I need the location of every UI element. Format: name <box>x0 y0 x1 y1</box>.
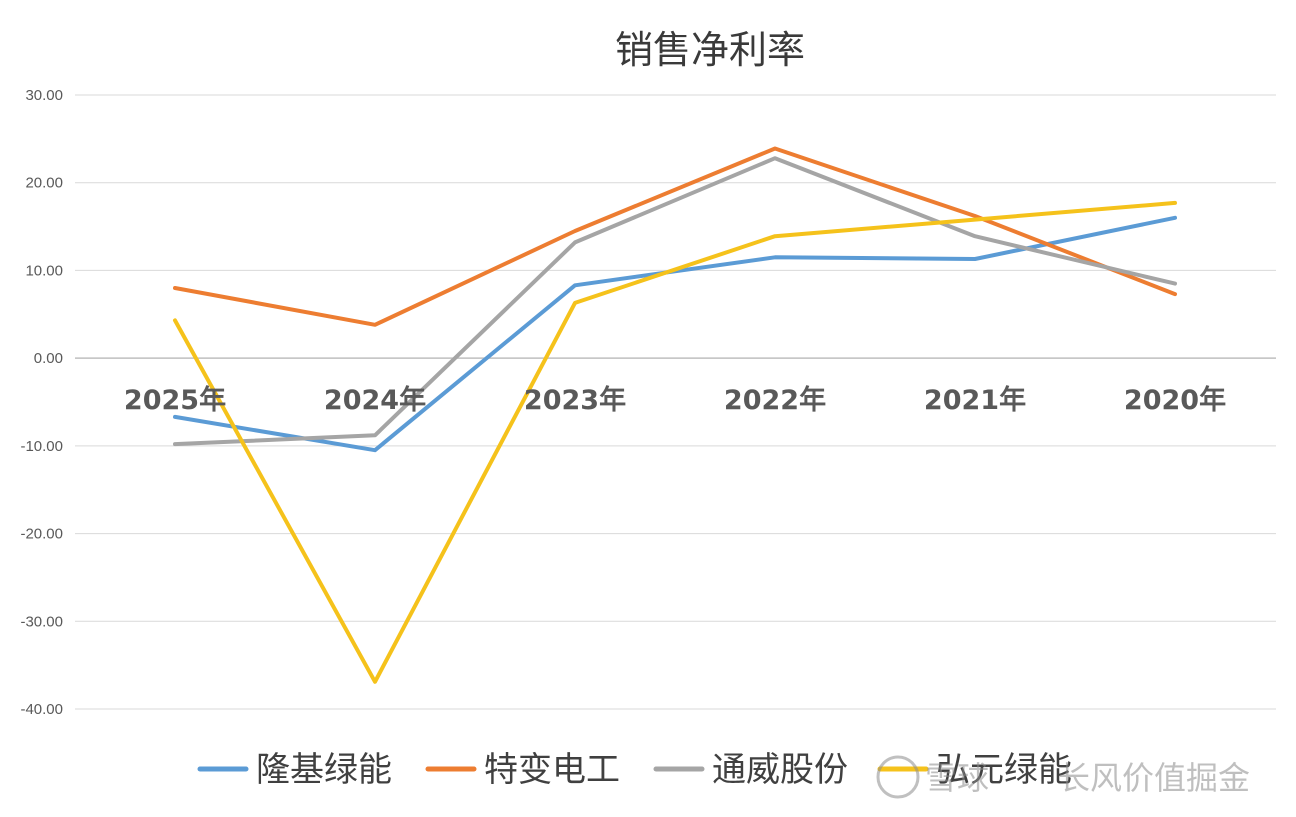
y-tick-label: -30.00 <box>20 613 63 630</box>
x-tick-label: 2025年 <box>124 384 226 416</box>
y-tick-label: -10.00 <box>20 438 63 455</box>
x-tick-label: 2021年 <box>924 384 1026 416</box>
x-tick-label: 2023年 <box>524 384 626 416</box>
y-tick-label: -20.00 <box>20 526 63 543</box>
legend-label: 隆基绿能 <box>256 750 392 790</box>
legend-label: 特变电工 <box>484 750 620 790</box>
watermark: 雪球 长风价值掘金 <box>878 757 1250 797</box>
chart-root: 销售净利率 30.00 20.00 10.00 0.00 -10.00 -20.00 -30… <box>0 0 1296 817</box>
y-tick-label: 10.00 <box>25 262 63 279</box>
watermark-author: 长风价值掘金 <box>1058 759 1250 797</box>
x-tick-label: 2024年 <box>324 384 426 416</box>
watermark-brand: 雪球 <box>925 759 989 797</box>
x-tick-label: 2020年 <box>1124 384 1226 416</box>
line-chart: 销售净利率 30.00 20.00 10.00 0.00 -10.00 -20.00 -30… <box>0 0 1296 817</box>
y-tick-label: 20.00 <box>25 175 63 192</box>
x-axis-ticks: 2025年 2024年 2023年 2022年 2021年 2020年 <box>124 384 1226 416</box>
gridlines <box>75 95 1276 709</box>
y-tick-label: -40.00 <box>20 701 63 718</box>
y-tick-label: 0.00 <box>34 350 63 367</box>
y-tick-label: 30.00 <box>25 87 63 104</box>
series-line-特变电工 <box>175 149 1175 325</box>
y-axis-ticks: 30.00 20.00 10.00 0.00 -10.00 -20.00 -30.00 -40… <box>20 87 63 718</box>
chart-title: 销售净利率 <box>615 28 805 72</box>
snowball-logo-icon <box>878 757 918 797</box>
x-tick-label: 2022年 <box>724 384 826 416</box>
legend-label: 通威股份 <box>712 750 848 790</box>
